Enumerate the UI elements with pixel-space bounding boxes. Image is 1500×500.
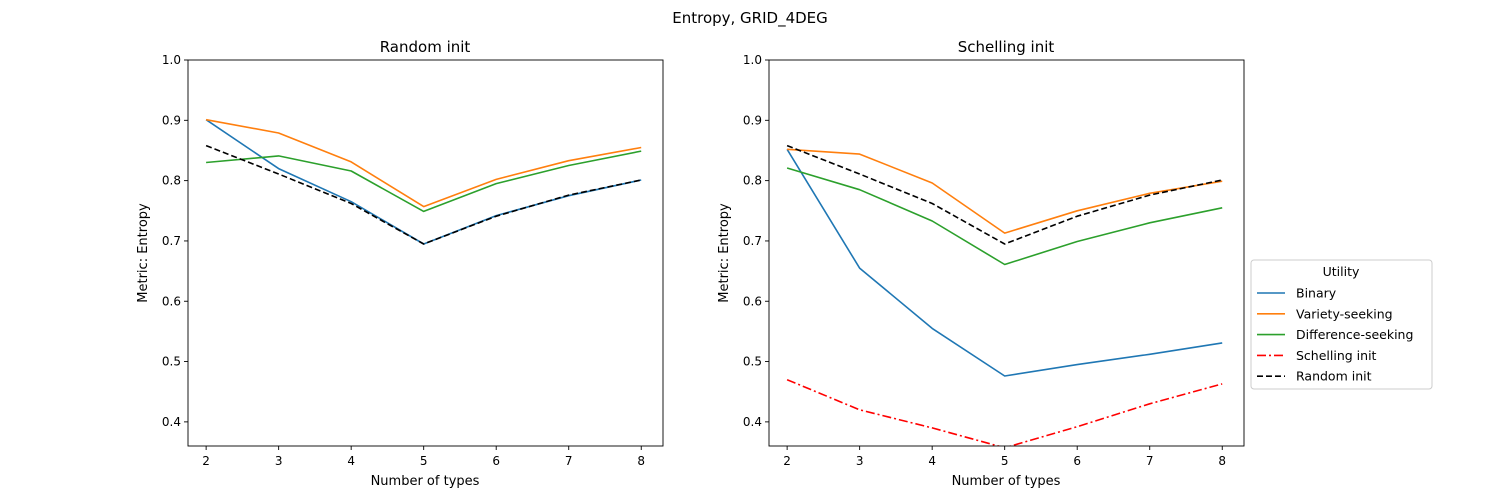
legend-label: Random init	[1296, 369, 1372, 384]
x-tick-label: 4	[347, 454, 355, 468]
y-axis-label: Metric: Entropy	[717, 203, 732, 303]
legend-label: Binary	[1296, 286, 1337, 301]
series-line-binary	[786, 148, 1223, 377]
x-axis-label: Number of types	[371, 474, 480, 489]
x-tick-label: 8	[637, 454, 645, 468]
x-tick-label: 4	[928, 454, 936, 468]
legend-title: Utility	[1323, 264, 1360, 279]
y-tick-label: 0.9	[743, 113, 762, 127]
legend-label: Variety-seeking	[1296, 306, 1393, 321]
x-tick-label: 6	[492, 454, 500, 468]
y-axis-ticks: 0.4 0.5 0.6 0.7 0.8 0.9 1.0	[743, 53, 769, 429]
x-tick-label: 8	[1218, 454, 1226, 468]
axes-frame	[768, 59, 1245, 447]
x-tick-label: 6	[1073, 454, 1081, 468]
x-tick-label: 7	[1146, 454, 1154, 468]
y-tick-label: 1.0	[162, 53, 181, 67]
y-tick-label: 1.0	[743, 53, 762, 67]
y-tick-label: 0.8	[162, 174, 181, 188]
panel-title: Random init	[380, 38, 471, 56]
y-tick-label: 0.6	[162, 294, 181, 308]
x-tick-label: 5	[420, 454, 428, 468]
legend-entries: Binary Variety-seeking Difference-seeking S…	[1257, 286, 1413, 384]
series-line-variety-seeking	[787, 148, 1223, 234]
y-tick-label: 0.5	[743, 355, 762, 369]
legend-label: Schelling init	[1296, 348, 1377, 363]
legend: Utility Binary Variety-seeking Difference-…	[1250, 259, 1433, 390]
series-line-difference-seeking	[206, 150, 642, 213]
x-tick-label: 3	[275, 454, 283, 468]
x-tick-label: 2	[783, 454, 791, 468]
figure-title: Entropy, GRID_4DEG	[672, 9, 828, 28]
series-line-schelling-init	[786, 378, 1223, 446]
y-tick-label: 0.4	[162, 415, 181, 429]
y-tick-label: 0.9	[162, 113, 181, 127]
y-tick-label: 0.4	[743, 415, 762, 429]
plot-area	[205, 118, 642, 245]
y-tick-label: 0.7	[162, 234, 181, 248]
series-line-random-init	[205, 144, 642, 245]
series-line-binary	[205, 119, 642, 245]
x-axis-ticks: 2 3 4 5 6 7 8	[202, 446, 645, 468]
axes-frame	[187, 59, 664, 447]
legend-frame	[1250, 259, 1433, 390]
y-axis-ticks: 0.4 0.5 0.6 0.7 0.8 0.9 1.0	[162, 53, 188, 429]
x-axis-label: Number of types	[952, 474, 1061, 489]
y-tick-label: 0.6	[743, 294, 762, 308]
y-tick-label: 0.7	[743, 234, 762, 248]
series-line-random-init	[786, 144, 1223, 245]
x-tick-label: 3	[856, 454, 864, 468]
x-axis-ticks: 2 3 4 5 6 7 8	[783, 446, 1226, 468]
x-tick-label: 5	[1001, 454, 1009, 468]
plot-area	[786, 144, 1223, 446]
y-tick-label: 0.5	[162, 355, 181, 369]
series-line-variety-seeking	[205, 118, 642, 208]
series-line-difference-seeking	[786, 167, 1223, 266]
panel-random-init: Random init 2 3 4 5 6 7 8 0.4 0.5 0.6 0.7 0.8 0.9 1.…	[136, 38, 664, 489]
panel-title: Schelling init	[958, 38, 1055, 56]
x-tick-label: 7	[565, 454, 573, 468]
legend-label: Difference-seeking	[1296, 327, 1413, 342]
y-axis-label: Metric: Entropy	[136, 203, 151, 303]
y-tick-label: 0.8	[743, 174, 762, 188]
x-tick-label: 2	[202, 454, 210, 468]
